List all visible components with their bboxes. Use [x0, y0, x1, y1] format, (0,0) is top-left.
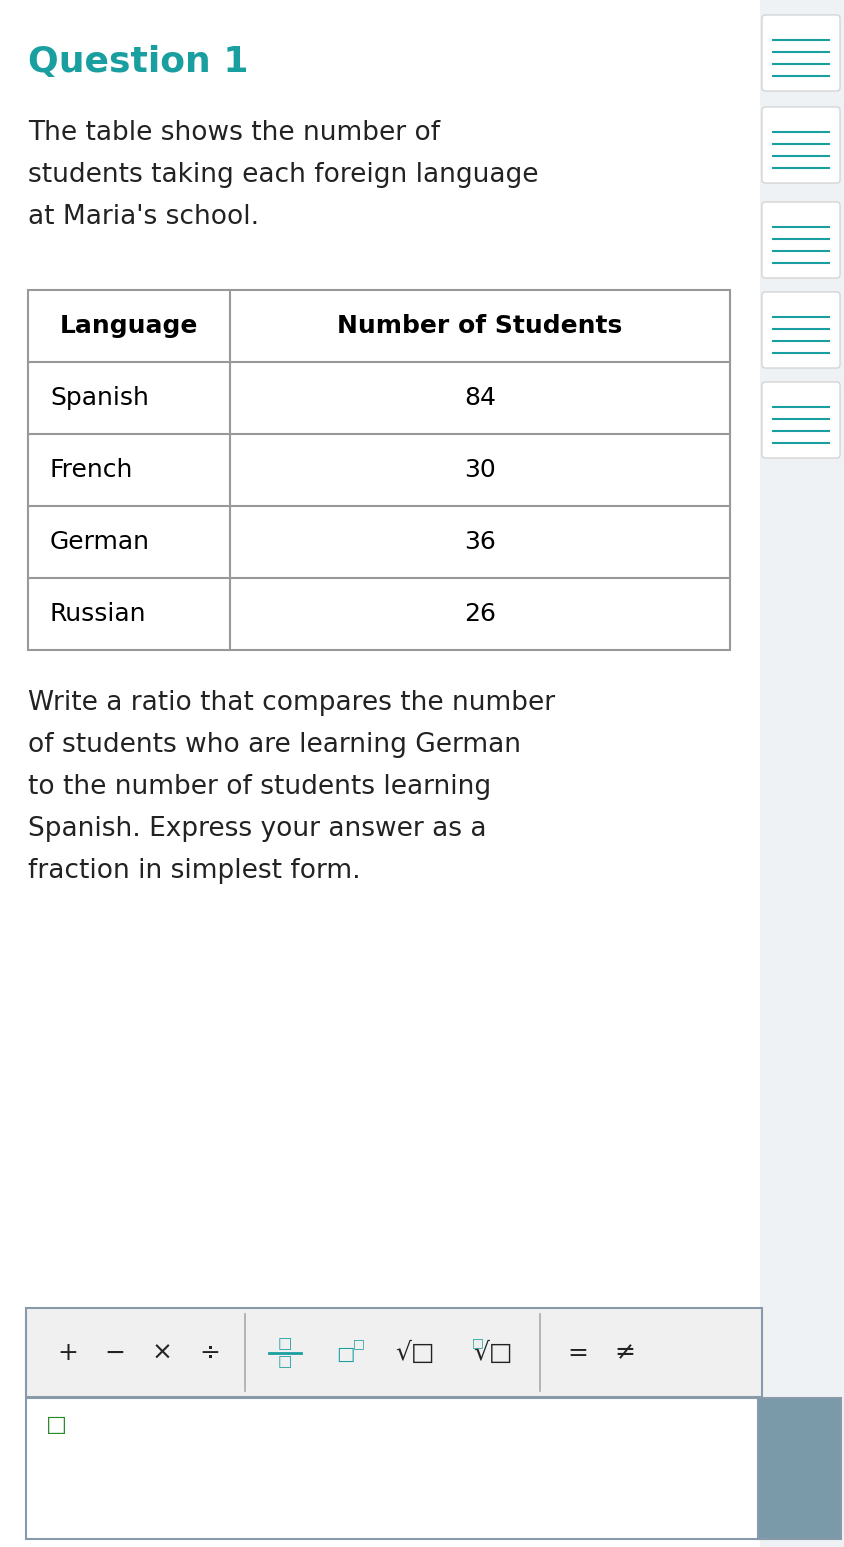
Text: □: □ [472, 1337, 484, 1349]
Bar [760, 0, 844, 1547]
FancyBboxPatch shape [762, 292, 840, 368]
Text: Write a ratio that compares the number: Write a ratio that compares the number [28, 690, 555, 716]
Text: ≠: ≠ [614, 1341, 636, 1364]
Text: Russian: Russian [50, 602, 147, 627]
FancyBboxPatch shape [762, 107, 840, 183]
Text: □: □ [278, 1354, 292, 1369]
Text: □: □ [336, 1344, 354, 1364]
Text: −: − [105, 1341, 126, 1364]
FancyBboxPatch shape [26, 1309, 762, 1397]
Text: 26: 26 [464, 602, 496, 627]
Text: Question 1: Question 1 [28, 45, 248, 79]
Text: √□: √□ [473, 1341, 513, 1364]
Text: +: + [57, 1341, 78, 1364]
FancyBboxPatch shape [762, 382, 840, 458]
Text: fraction in simplest form.: fraction in simplest form. [28, 859, 360, 883]
Text: to the number of students learning: to the number of students learning [28, 774, 491, 800]
Text: French: French [50, 458, 133, 483]
Text: □: □ [278, 1337, 292, 1351]
Text: at Maria's school.: at Maria's school. [28, 204, 259, 231]
Text: 30: 30 [464, 458, 496, 483]
Text: students taking each foreign language: students taking each foreign language [28, 162, 538, 189]
FancyBboxPatch shape [26, 1398, 762, 1539]
Text: 36: 36 [464, 531, 496, 554]
Bar [28, 289, 730, 650]
Text: □: □ [46, 1416, 67, 1436]
Text: Number of Students: Number of Students [338, 314, 623, 337]
Text: The table shows the number of: The table shows the number of [28, 121, 440, 145]
Text: Spanish. Express your answer as a: Spanish. Express your answer as a [28, 815, 486, 842]
FancyBboxPatch shape [762, 15, 840, 91]
Text: √□: √□ [395, 1341, 435, 1364]
Text: ×: × [152, 1341, 172, 1364]
Text: □: □ [353, 1337, 365, 1351]
Text: Spanish: Spanish [50, 387, 149, 410]
Text: German: German [50, 531, 150, 554]
Text: of students who are learning German: of students who are learning German [28, 732, 521, 758]
Text: =: = [567, 1341, 588, 1364]
Text: ÷: ÷ [199, 1341, 220, 1364]
FancyBboxPatch shape [758, 1398, 841, 1539]
Text: 84: 84 [464, 387, 496, 410]
Text: Language: Language [60, 314, 198, 337]
FancyBboxPatch shape [762, 203, 840, 278]
